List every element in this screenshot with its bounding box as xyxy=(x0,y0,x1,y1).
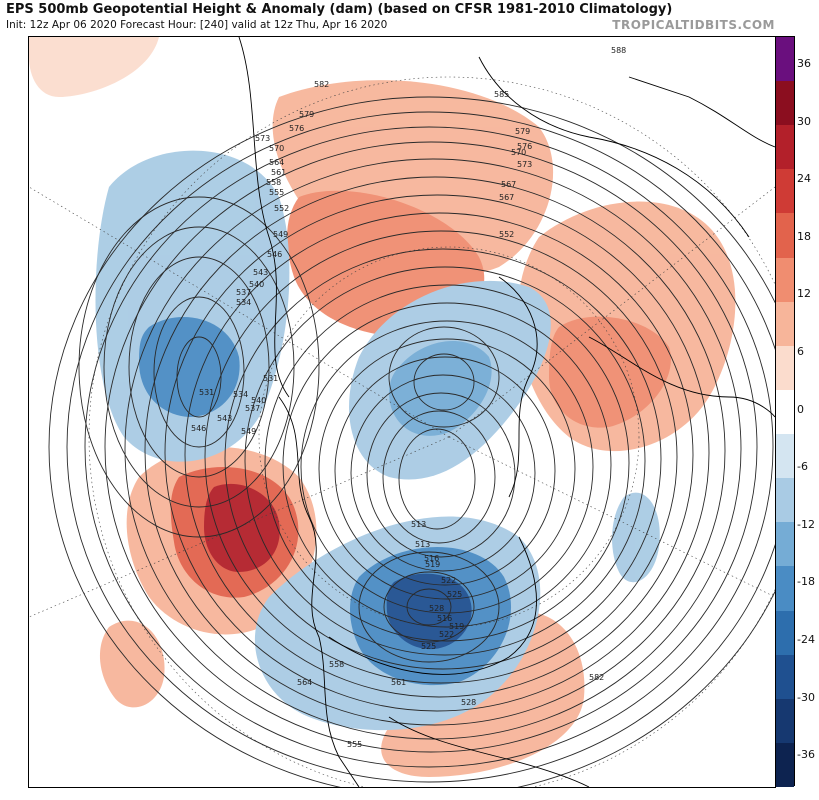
contour-label: 534 xyxy=(236,298,251,307)
colorbar-segment xyxy=(776,478,794,523)
colorbar-segment xyxy=(776,698,794,744)
contour-label: 576 xyxy=(289,124,304,133)
contour-label: 573 xyxy=(255,134,270,143)
colorbar-segment xyxy=(776,213,794,259)
contour-label: 567 xyxy=(499,193,514,202)
contour-label: 549 xyxy=(241,427,256,436)
contour-labels: 588 585 582 579 576 573 570 567 564 561 … xyxy=(191,46,626,749)
contour-label: 525 xyxy=(421,642,436,651)
anomaly-negative-arctic-inner xyxy=(389,340,492,436)
contour-label: 585 xyxy=(494,90,509,99)
contour-label: 570 xyxy=(269,144,284,153)
contour-label: 570 xyxy=(511,148,526,157)
contour-label: 540 xyxy=(251,396,266,405)
colorbar-segment xyxy=(776,522,794,567)
colorbar-label: 6 xyxy=(797,345,804,358)
colorbar-segment xyxy=(776,257,794,303)
contour-label: 555 xyxy=(347,740,362,749)
anomaly-positive-westpacific xyxy=(99,620,165,708)
colorbar-segment xyxy=(776,169,794,214)
contour-label: 549 xyxy=(273,230,288,239)
contour-label: 546 xyxy=(191,424,206,433)
colorbar-label: -36 xyxy=(797,748,815,762)
contour-label: 528 xyxy=(461,698,476,707)
contour-label: 516 xyxy=(424,554,439,563)
anomaly-positive-europe-core xyxy=(549,316,671,428)
colorbar-label: -24 xyxy=(797,633,815,646)
contour-label: 552 xyxy=(499,230,514,239)
contour-label: 528 xyxy=(429,604,444,613)
anomaly-colorbar xyxy=(775,36,795,788)
contour-label: 588 xyxy=(611,46,626,55)
colorbar-segment xyxy=(776,389,794,435)
colorbar-segment xyxy=(776,654,794,700)
colorbar-segment xyxy=(776,81,794,126)
colorbar-label: -18 xyxy=(797,575,815,589)
contour-label: 525 xyxy=(447,590,462,599)
contour-label: 513 xyxy=(411,520,426,529)
anomaly-shading xyxy=(29,37,736,777)
map-subtitle: Init: 12z Apr 06 2020 Forecast Hour: [24… xyxy=(6,19,388,31)
colorbar-segment xyxy=(776,37,794,82)
contour-label: 576 xyxy=(517,142,532,151)
contour-label: 552 xyxy=(274,204,289,213)
colorbar-segment xyxy=(776,301,794,347)
contour-label: 558 xyxy=(329,660,344,669)
contour-label: 546 xyxy=(267,250,282,259)
contour-label: 567 xyxy=(501,180,516,189)
colorbar-segment xyxy=(776,566,794,612)
colorbar-label: 18 xyxy=(797,229,811,243)
site-credit: TROPICALTIDBITS.COM xyxy=(612,18,775,32)
height-contours xyxy=(48,96,775,787)
colorbar-segment xyxy=(776,125,794,170)
contour-label: 582 xyxy=(589,673,604,682)
contour-label: 555 xyxy=(269,188,284,197)
colorbar-label: -6 xyxy=(797,460,808,474)
contour-label: 513 xyxy=(415,540,430,549)
contour-label: 564 xyxy=(269,158,284,167)
contour-label: 519 xyxy=(449,622,464,631)
colorbar-label: -12 xyxy=(797,517,815,531)
colorbar-label: 30 xyxy=(797,114,811,128)
colorbar-label: 0 xyxy=(797,402,804,416)
contour-label: 519 xyxy=(425,560,440,569)
map-title: EPS 500mb Geopotential Height & Anomaly … xyxy=(6,2,673,17)
contour-label: 579 xyxy=(299,110,314,119)
contour-label: 561 xyxy=(391,678,406,687)
colorbar-segment xyxy=(776,345,794,391)
contour-label: 531 xyxy=(263,374,278,383)
colorbar-label: -30 xyxy=(797,690,815,704)
contour-label: 543 xyxy=(253,268,268,277)
contour-label: 522 xyxy=(439,630,454,639)
contour-label: 564 xyxy=(297,678,312,687)
contour-label: 573 xyxy=(517,160,532,169)
colorbar-label: 36 xyxy=(797,57,811,70)
contour-label: 540 xyxy=(249,280,264,289)
coastlines xyxy=(238,37,775,787)
map-panel: 588 585 582 579 576 573 570 567 564 561 … xyxy=(28,36,776,788)
colorbar-label: 12 xyxy=(797,287,811,301)
contour-label: 582 xyxy=(314,80,329,89)
colorbar-segment xyxy=(776,610,794,656)
contour-label: 522 xyxy=(441,576,456,585)
contour-label: 516 xyxy=(437,614,452,623)
anomaly-map: 588 585 582 579 576 573 570 567 564 561 … xyxy=(29,37,775,787)
contour-label: 558 xyxy=(266,178,281,187)
contour-label: 534 xyxy=(233,390,248,399)
contour-label: 543 xyxy=(217,414,232,423)
anomaly-negative-atlantic xyxy=(612,492,660,583)
anomaly-positive-nw xyxy=(29,37,159,97)
contour-label: 531 xyxy=(199,388,214,397)
anomaly-positive-pacific-core xyxy=(204,483,280,572)
colorbar-label: 24 xyxy=(797,172,811,186)
contour-label: 561 xyxy=(271,168,286,177)
contour-label: 537 xyxy=(236,288,251,297)
contour-label: 537 xyxy=(245,404,260,413)
contour-label: 579 xyxy=(515,127,530,136)
colorbar-segment xyxy=(776,434,794,479)
colorbar-segment xyxy=(776,742,794,788)
